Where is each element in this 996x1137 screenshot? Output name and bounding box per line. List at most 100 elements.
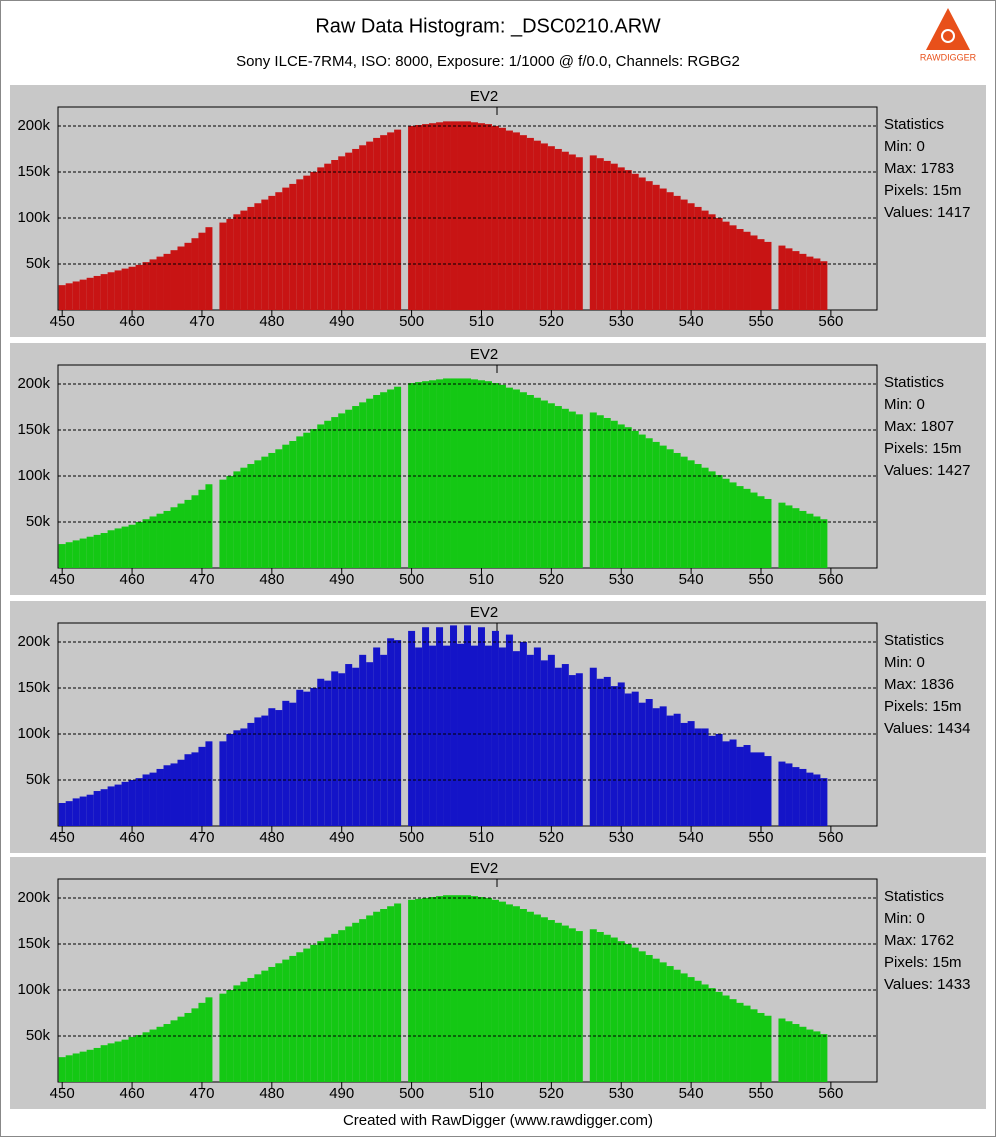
bar	[198, 1002, 206, 1082]
bar	[156, 513, 164, 568]
bar	[289, 702, 297, 826]
bar	[289, 441, 297, 568]
bar	[205, 484, 213, 568]
bar	[568, 675, 576, 826]
bar	[380, 908, 388, 1082]
bar	[799, 1026, 807, 1082]
bar	[338, 673, 346, 826]
bar	[93, 791, 101, 826]
bar	[589, 155, 597, 310]
bar	[638, 434, 646, 568]
bar	[722, 221, 730, 310]
bar	[470, 122, 478, 311]
bar	[429, 645, 437, 826]
bar	[505, 904, 513, 1082]
bar	[233, 214, 241, 310]
bar	[254, 717, 262, 826]
bar	[310, 429, 318, 568]
x-tick-label: 500	[399, 829, 424, 846]
x-tick-label: 520	[539, 829, 564, 846]
bar	[736, 486, 744, 568]
bar	[233, 985, 241, 1082]
bar	[568, 411, 576, 568]
bar	[575, 414, 583, 568]
x-tick-label: 550	[748, 829, 773, 846]
bar	[778, 761, 786, 826]
stat: Statistics	[884, 374, 944, 391]
bar	[757, 752, 765, 826]
bar	[86, 794, 94, 826]
bar	[114, 528, 122, 568]
y-tick-label: 100k	[17, 467, 50, 484]
bar	[373, 394, 381, 568]
bar	[477, 123, 485, 310]
bar	[436, 379, 444, 568]
bar	[373, 911, 381, 1082]
bar	[366, 662, 374, 826]
bar	[317, 424, 325, 568]
bar	[568, 928, 576, 1082]
bar	[58, 285, 66, 310]
bar	[757, 239, 765, 310]
bar	[526, 654, 534, 826]
bar	[331, 160, 339, 310]
bar	[554, 922, 562, 1082]
x-tick-label: 540	[679, 571, 704, 588]
x-tick-label: 450	[50, 1085, 75, 1102]
bar	[191, 1008, 199, 1082]
bar	[142, 1032, 150, 1082]
bar	[317, 941, 325, 1082]
bar	[107, 786, 115, 826]
bar	[296, 179, 304, 310]
bar	[366, 141, 374, 310]
bar	[680, 456, 688, 568]
bar	[289, 183, 297, 310]
x-tick-label: 470	[189, 313, 214, 330]
bar	[149, 259, 157, 310]
bar	[121, 526, 129, 568]
bar	[58, 1057, 66, 1082]
bar	[813, 516, 821, 568]
bar	[142, 262, 150, 310]
bar	[240, 981, 248, 1082]
bar	[757, 1012, 765, 1082]
bar	[596, 932, 604, 1082]
stat: Max: 1807	[884, 418, 954, 435]
bar	[100, 274, 108, 310]
panel-title: EV2	[470, 604, 498, 621]
y-tick-label: 50k	[26, 255, 51, 272]
x-tick-label: 470	[189, 571, 214, 588]
bar	[778, 245, 786, 310]
bar	[429, 897, 437, 1082]
bar	[107, 530, 115, 568]
bar	[177, 246, 185, 310]
bar	[156, 1026, 164, 1082]
bar	[303, 432, 311, 568]
stat: Min: 0	[884, 910, 925, 927]
bar	[450, 895, 458, 1082]
y-tick-label: 150k	[17, 421, 50, 438]
x-tick-label: 500	[399, 1085, 424, 1102]
bar	[547, 920, 555, 1082]
bar	[806, 1029, 814, 1082]
bar	[701, 467, 709, 568]
bar	[268, 195, 276, 310]
panel-title: EV2	[470, 860, 498, 877]
bar	[100, 533, 108, 568]
bar	[352, 148, 360, 310]
bar	[673, 195, 681, 310]
x-tick-label: 560	[818, 571, 843, 588]
bar	[436, 627, 444, 826]
bar	[484, 124, 492, 310]
bar	[799, 253, 807, 310]
y-tick-label: 150k	[17, 163, 50, 180]
y-tick-label: 150k	[17, 679, 50, 696]
bar	[184, 1012, 192, 1082]
bar	[135, 264, 143, 310]
bar	[163, 253, 171, 310]
bar	[785, 505, 793, 568]
bar	[526, 137, 534, 310]
bar	[694, 728, 702, 826]
bar	[708, 988, 716, 1082]
